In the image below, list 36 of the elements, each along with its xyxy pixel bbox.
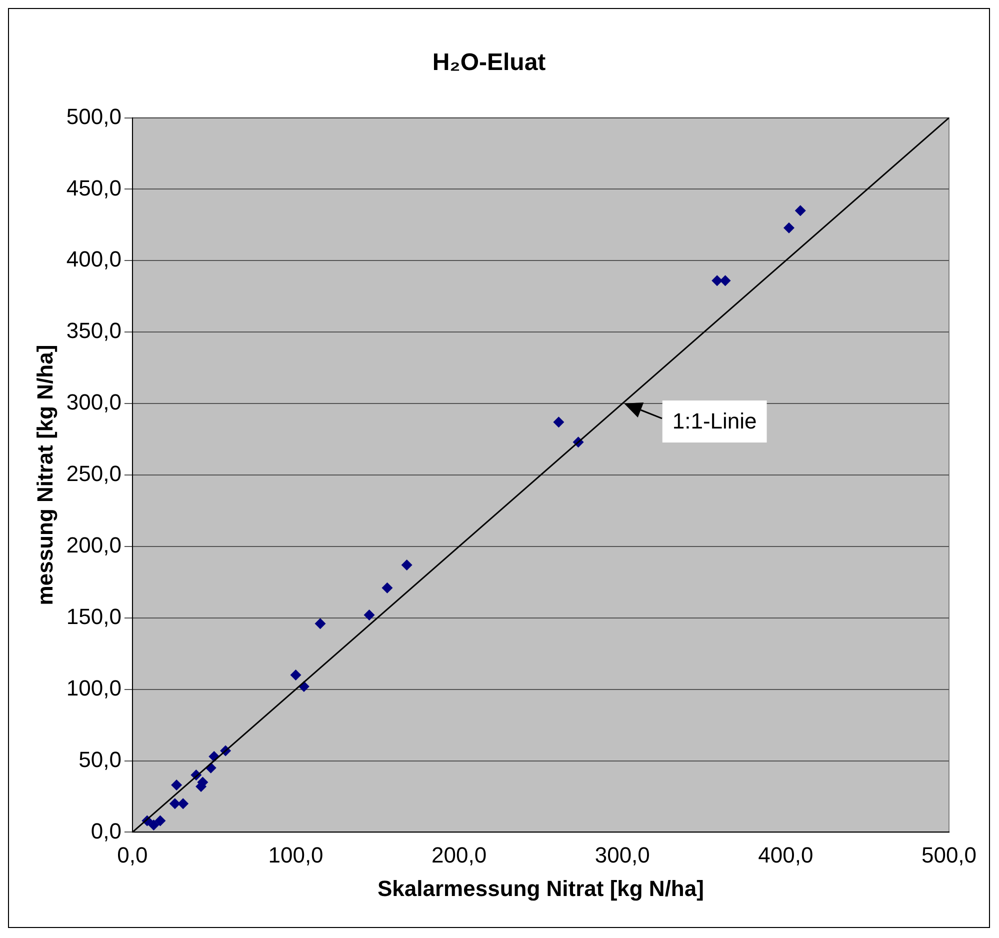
x-tick-label: 200,0: [432, 842, 487, 868]
chart-title: H₂O-Eluat: [432, 49, 546, 76]
point: [148, 820, 160, 831]
y-tick-label: 200,0: [66, 532, 122, 558]
point: [154, 815, 166, 826]
point: [401, 560, 412, 571]
point: [382, 582, 393, 594]
x-tick-label: 500,0: [921, 842, 977, 868]
x-tick-label: 400,0: [758, 842, 814, 868]
point: [794, 205, 806, 216]
y-tick-label: 300,0: [66, 390, 122, 415]
x-axis-title: Skalarmessung Nitrat [kg N/ha]: [378, 876, 704, 901]
y-tick-label: 400,0: [66, 246, 122, 272]
x-tick-label: 0,0: [117, 842, 148, 868]
y-tick-label: 100,0: [66, 675, 122, 700]
point: [169, 798, 180, 810]
point: [178, 798, 189, 810]
y-tick-label: 450,0: [66, 175, 122, 200]
y-tick-label: 350,0: [66, 318, 122, 344]
x-tick-label: 300,0: [594, 842, 650, 868]
point: [314, 618, 326, 630]
point: [720, 275, 731, 286]
y-tick-label: 50,0: [78, 746, 122, 772]
point: [712, 275, 723, 286]
y-tick-label: 0,0: [90, 818, 122, 844]
y-tick-label: 500,0: [66, 104, 122, 129]
point: [783, 222, 794, 234]
point: [290, 670, 302, 681]
annotation: 1:1-Linie: [672, 408, 757, 434]
x-tick-label: 100,0: [268, 842, 324, 868]
y-tick-label: 150,0: [66, 604, 122, 629]
point: [171, 780, 182, 791]
y-axis-title: messung Nitrat [kg N/ha]: [32, 344, 58, 606]
y-tick-label: 250,0: [66, 461, 122, 486]
point: [364, 610, 375, 621]
point: [553, 416, 564, 428]
